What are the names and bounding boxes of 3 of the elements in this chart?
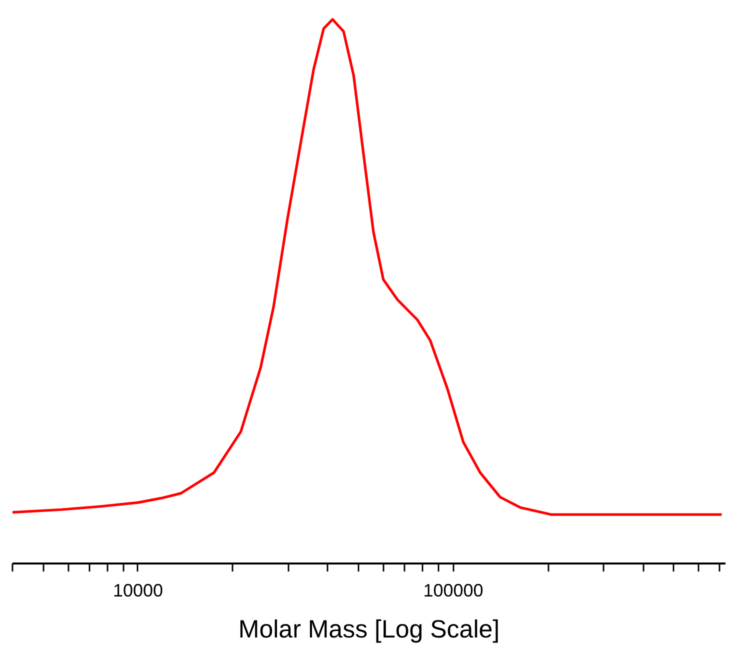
x-tick-label: 100000 (423, 580, 484, 600)
x-tick-label: 10000 (112, 580, 164, 600)
x-axis-title: Molar Mass [Log Scale] (238, 616, 500, 644)
